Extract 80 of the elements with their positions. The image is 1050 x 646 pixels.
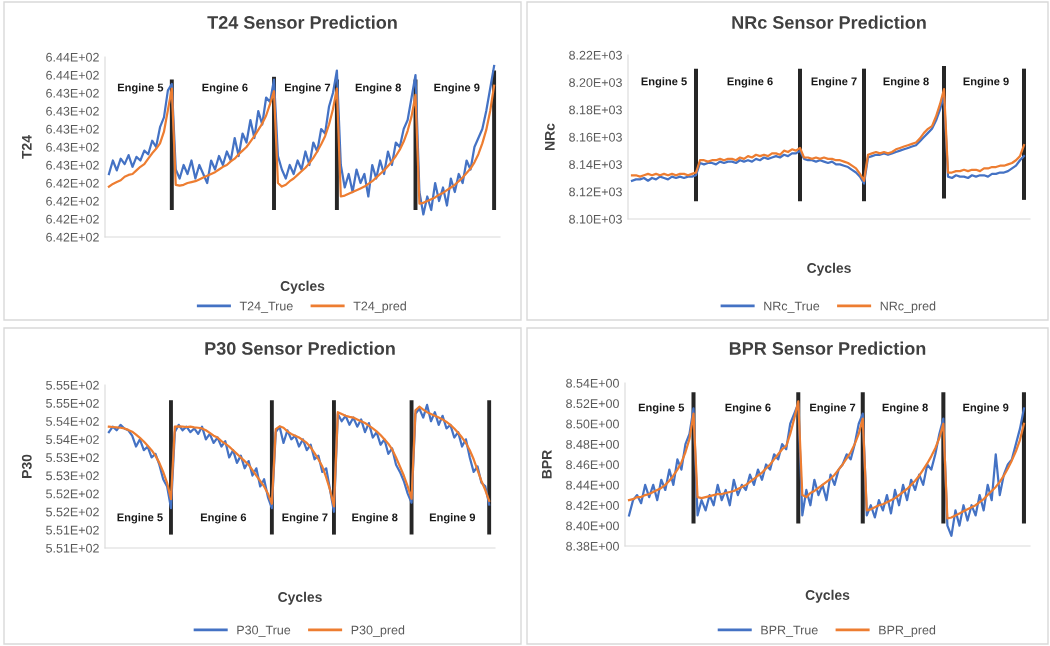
y-tick-label: 8.50E+00 bbox=[566, 419, 619, 429]
y-tick-label: 6.43E+02 bbox=[46, 142, 99, 152]
y-tick-label: 6.42E+02 bbox=[46, 196, 99, 206]
chart-title: T24 Sensor Prediction bbox=[207, 15, 397, 29]
chart-title: NRc Sensor Prediction bbox=[732, 15, 926, 29]
y-tick-label: 5.51E+02 bbox=[46, 525, 99, 535]
y-tick-label: 5.54E+02 bbox=[46, 417, 99, 426]
y-tick-label: 8.46E+00 bbox=[566, 460, 619, 470]
annotation: Engine 5 bbox=[638, 403, 685, 414]
legend-label: T24_True bbox=[239, 301, 293, 313]
legend-label: NRc_pred bbox=[880, 301, 936, 313]
annotation: Engine 7 bbox=[285, 83, 331, 94]
bar bbox=[492, 70, 497, 210]
legend-label: T24_pred bbox=[353, 301, 406, 313]
y-tick-label: 5.55E+02 bbox=[46, 380, 99, 390]
x-axis-title: Cycles bbox=[805, 589, 850, 603]
annotation: Engine 8 bbox=[883, 77, 929, 88]
annotation: Engine 6 bbox=[200, 513, 247, 524]
y-tick-label: 8.14E+03 bbox=[569, 160, 622, 169]
x-axis-title: Cycles bbox=[807, 262, 851, 276]
y-tick-label: 6.42E+02 bbox=[46, 232, 99, 242]
annotation: Engine 9 bbox=[434, 83, 480, 94]
y-tick-label: 8.12E+03 bbox=[569, 187, 622, 197]
annotation: Engine 5 bbox=[117, 513, 163, 524]
line-series bbox=[107, 84, 496, 205]
y-tick-label: 5.52E+02 bbox=[46, 489, 99, 499]
y-tick-label: 8.44E+00 bbox=[566, 480, 619, 490]
y-axis-title: T24 bbox=[21, 135, 32, 159]
y-tick-label: 5.53E+02 bbox=[46, 453, 99, 463]
y-tick-label: 8.10E+03 bbox=[569, 214, 622, 224]
legend-label: P30_pred bbox=[351, 625, 405, 637]
y-tick-label: 8.52E+00 bbox=[566, 399, 619, 409]
annotation: Engine 9 bbox=[429, 513, 476, 524]
y-tick-label: 5.53E+02 bbox=[46, 471, 99, 481]
line-series bbox=[107, 64, 496, 216]
y-tick-label: 8.40E+00 bbox=[566, 521, 619, 531]
y-tick-label: 8.48E+00 bbox=[566, 439, 619, 449]
y-tick-label: 8.16E+03 bbox=[569, 132, 622, 142]
y-tick-label: 5.54E+02 bbox=[46, 435, 99, 444]
legend-label: P30_True bbox=[237, 625, 291, 637]
legend-label: BPR_pred bbox=[879, 625, 936, 637]
annotation: Engine 5 bbox=[117, 83, 164, 94]
y-tick-label: 6.43E+02 bbox=[46, 124, 99, 134]
annotation: Engine 6 bbox=[725, 403, 771, 414]
annotation: Engine 8 bbox=[352, 513, 398, 524]
y-tick-label: 6.44E+02 bbox=[46, 70, 99, 80]
y-tick-label: 8.38E+00 bbox=[566, 541, 619, 551]
annotation: Engine 7 bbox=[810, 403, 856, 414]
y-tick-label: 8.18E+03 bbox=[569, 105, 622, 115]
y-tick-label: 6.43E+02 bbox=[46, 160, 99, 170]
annotation: Engine 9 bbox=[963, 77, 1009, 88]
annotation: Engine 7 bbox=[282, 513, 328, 524]
y-tick-label: 8.54E+00 bbox=[566, 378, 619, 388]
x-axis-title: Cycles bbox=[280, 280, 325, 294]
legend-label: NRc_True bbox=[764, 301, 820, 313]
annotation: Engine 5 bbox=[641, 77, 687, 88]
annotation: Engine 6 bbox=[202, 83, 248, 94]
y-tick-label: 6.43E+02 bbox=[46, 88, 99, 98]
annotation: Engine 8 bbox=[882, 403, 928, 414]
x-axis-title: Cycles bbox=[278, 591, 322, 605]
annotation: Engine 8 bbox=[355, 83, 401, 94]
y-tick-label: 6.42E+02 bbox=[46, 214, 99, 224]
y-tick-label: 6.43E+02 bbox=[46, 106, 99, 116]
y-tick-label: 8.42E+00 bbox=[566, 501, 619, 510]
y-tick-label: 5.52E+02 bbox=[46, 507, 99, 517]
y-tick-label: 5.51E+02 bbox=[46, 543, 99, 553]
annotation: Engine 6 bbox=[727, 77, 773, 88]
y-tick-label: 8.22E+03 bbox=[569, 50, 622, 60]
y-axis-title: BPR bbox=[542, 450, 552, 479]
y-tick-label: 8.20E+03 bbox=[569, 78, 622, 87]
y-axis-title: NRc bbox=[545, 123, 555, 150]
legend-label: BPR_True bbox=[761, 625, 818, 637]
y-tick-label: 5.55E+02 bbox=[46, 398, 99, 408]
chart-title: BPR Sensor Prediction bbox=[729, 341, 926, 355]
chart-title: P30 Sensor Prediction bbox=[205, 341, 395, 355]
annotation: Engine 9 bbox=[963, 403, 1009, 414]
y-tick-label: 6.42E+02 bbox=[46, 178, 99, 188]
y-axis-title: P30 bbox=[21, 454, 32, 478]
annotation: Engine 7 bbox=[811, 77, 857, 88]
y-tick-label: 6.44E+02 bbox=[46, 52, 99, 62]
